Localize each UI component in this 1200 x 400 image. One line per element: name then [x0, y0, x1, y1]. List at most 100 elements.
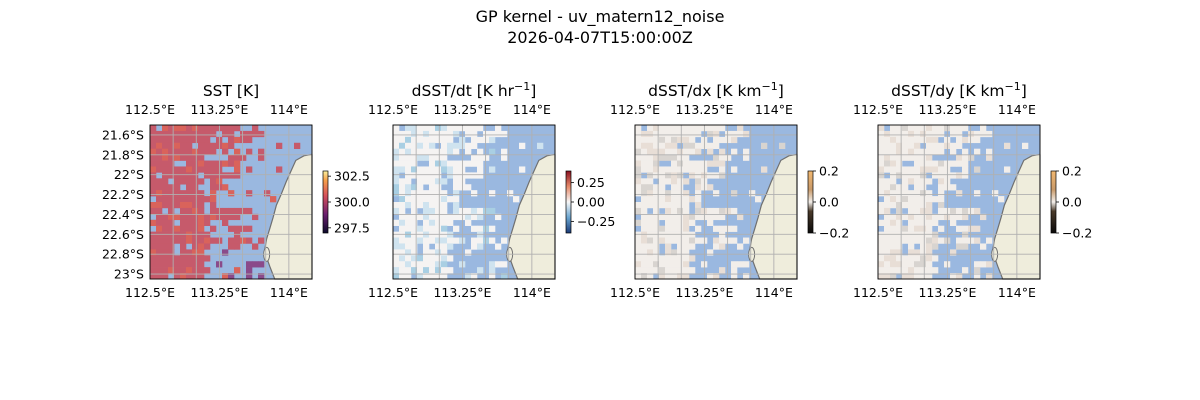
data-cell [950, 142, 957, 149]
data-cell [968, 207, 975, 215]
data-cell [896, 142, 903, 149]
data-cell [168, 166, 175, 173]
data-cell [399, 219, 406, 226]
data-cell [731, 225, 738, 232]
data-cell [914, 255, 921, 262]
data-cell [677, 178, 684, 185]
data-cell [695, 160, 702, 167]
data-cell [713, 160, 720, 167]
data-cell [665, 219, 672, 226]
data-cell [641, 136, 648, 144]
data-cell [635, 202, 642, 209]
data-cell [240, 154, 247, 161]
lat-tick-label: 21.6°S [102, 127, 144, 142]
data-cell [210, 207, 217, 215]
data-cell [519, 166, 526, 173]
data-cell [405, 136, 412, 144]
data-cell [725, 225, 732, 232]
data-cell [719, 267, 726, 274]
data-cell [665, 190, 672, 197]
data-cell [168, 142, 175, 149]
data-cell [920, 196, 927, 203]
data-cell [162, 172, 169, 179]
data-cell [647, 243, 654, 250]
data-cell [902, 213, 909, 221]
data-cell [956, 273, 963, 280]
data-cell [174, 178, 181, 185]
data-cell [896, 243, 903, 250]
data-cell [198, 166, 205, 173]
data-cell [926, 148, 933, 155]
data-cell [399, 237, 406, 244]
data-cell [914, 225, 921, 232]
data-cell [884, 196, 891, 203]
data-cell [920, 184, 927, 191]
data-cell [986, 261, 993, 268]
data-cell [926, 255, 933, 262]
data-cell [683, 136, 690, 144]
data-cell [635, 190, 642, 197]
data-cell [956, 142, 963, 149]
data-cell [731, 166, 738, 173]
data-cell [890, 142, 897, 149]
data-cell [890, 267, 897, 274]
data-cell [932, 213, 939, 221]
data-cell [725, 130, 732, 138]
data-cell [192, 154, 199, 161]
data-cell [162, 255, 169, 262]
data-cell [186, 142, 193, 149]
data-cell [411, 142, 418, 149]
data-cell [495, 213, 502, 221]
data-cell [968, 136, 975, 144]
data-cell [168, 237, 175, 244]
data-cell [222, 160, 229, 167]
data-cell [647, 130, 654, 138]
data-cell [659, 125, 666, 132]
data-cell [695, 148, 702, 155]
data-cell [441, 142, 448, 149]
data-cell [180, 255, 187, 262]
data-cell [441, 225, 448, 232]
data-cell [405, 172, 412, 179]
panel-3: dSST/dx [K km−1] 112.5°E 112.5°E 113.25°E 11… [610, 80, 849, 300]
data-cell [471, 237, 478, 244]
data-cell [429, 136, 436, 144]
data-cell [210, 130, 217, 138]
data-cell [399, 273, 406, 280]
data-cell [956, 136, 963, 144]
data-cell [647, 202, 654, 209]
data-cell [405, 255, 412, 262]
data-cell [246, 166, 253, 173]
data-cell [252, 213, 259, 221]
data-cell [435, 125, 442, 132]
data-cell [180, 142, 187, 149]
data-cell [417, 273, 424, 280]
data-cell [902, 148, 909, 155]
data-cell [647, 255, 654, 262]
data-cell [393, 142, 400, 149]
data-cell [204, 213, 211, 221]
map-frame [634, 124, 798, 280]
data-cell [890, 225, 897, 232]
data-cell [180, 125, 187, 132]
data-cell [411, 249, 418, 256]
lat-tick-label: 23°S [114, 267, 144, 282]
data-cell [186, 172, 193, 179]
data-cell [926, 136, 933, 144]
data-cell [429, 148, 436, 155]
data-cell [902, 267, 909, 274]
data-cell [192, 178, 199, 185]
data-cell [441, 207, 448, 215]
colorbar-tick-label: 0.0 [819, 195, 839, 210]
data-cell [162, 184, 169, 191]
data-cell [156, 213, 163, 221]
data-cell [908, 196, 915, 203]
data-cell [222, 184, 229, 191]
data-cell [435, 219, 442, 226]
data-cell [417, 190, 424, 197]
data-cell [950, 219, 957, 226]
data-cell [429, 178, 436, 185]
data-cell [162, 261, 169, 268]
data-cell [258, 154, 265, 161]
data-cell [417, 136, 424, 144]
